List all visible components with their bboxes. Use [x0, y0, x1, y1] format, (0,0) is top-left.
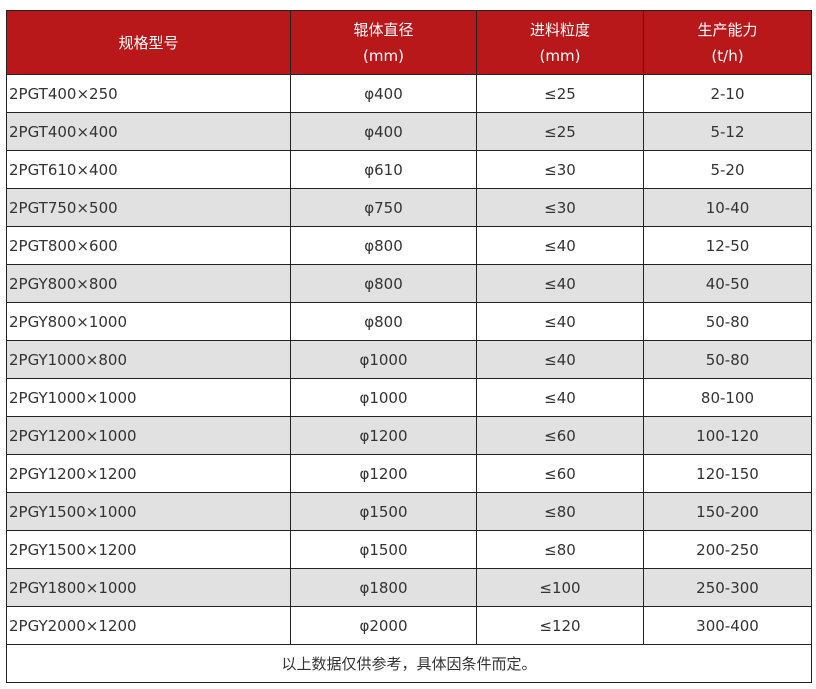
cell-model: 2PGT400×250: [6, 74, 291, 113]
cell-model: 2PGY800×1000: [6, 302, 291, 341]
header-feed-size: 进料粒度 (mm): [476, 10, 644, 75]
cell-capacity: 10-40: [643, 188, 812, 227]
cell-feed-size: ≤25: [476, 112, 644, 151]
table-row: 2PGY2000×1200 φ2000 ≤120 300-400: [6, 606, 812, 645]
cell-roller-diameter: φ2000: [290, 606, 477, 645]
cell-capacity: 200-250: [643, 530, 812, 569]
cell-roller-diameter: φ1200: [290, 416, 477, 455]
table-row: 2PGT610×400 φ610 ≤30 5-20: [6, 150, 812, 189]
table-row: 2PGT800×600 φ800 ≤40 12-50: [6, 226, 812, 265]
cell-feed-size: ≤40: [476, 302, 644, 341]
cell-feed-size: ≤40: [476, 264, 644, 303]
table-row: 2PGY1500×1000 φ1500 ≤80 150-200: [6, 492, 812, 531]
cell-feed-size: ≤30: [476, 150, 644, 189]
header-label: 进料粒度: [529, 20, 590, 39]
cell-capacity: 5-12: [643, 112, 812, 151]
header-model: 规格型号: [6, 10, 291, 75]
cell-capacity: 150-200: [643, 492, 812, 531]
table-row: 2PGY800×1000 φ800 ≤40 50-80: [6, 302, 812, 341]
table-row: 2PGY800×800 φ800 ≤40 40-50: [6, 264, 812, 303]
cell-capacity: 250-300: [643, 568, 812, 607]
cell-model: 2PGY2000×1200: [6, 606, 291, 645]
header-label: 规格型号: [118, 33, 179, 52]
cell-model: 2PGT750×500: [6, 188, 291, 227]
cell-model: 2PGY800×800: [6, 264, 291, 303]
cell-roller-diameter: φ1200: [290, 454, 477, 493]
cell-roller-diameter: φ400: [290, 112, 477, 151]
cell-feed-size: ≤60: [476, 416, 644, 455]
header-unit: (mm): [539, 46, 581, 65]
table-row: 2PGY1000×800 φ1000 ≤40 50-80: [6, 340, 812, 379]
table-row: 2PGY1500×1200 φ1500 ≤80 200-250: [6, 530, 812, 569]
cell-roller-diameter: φ400: [290, 74, 477, 113]
cell-capacity: 100-120: [643, 416, 812, 455]
specs-table: 规格型号 辊体直径 (mm) 进料粒度 (mm) 生产能力 (t/h) 2PGT400…: [6, 10, 812, 683]
cell-capacity: 5-20: [643, 150, 812, 189]
cell-roller-diameter: φ610: [290, 150, 477, 189]
cell-roller-diameter: φ1000: [290, 378, 477, 417]
cell-model: 2PGT400×400: [6, 112, 291, 151]
header-unit: (mm): [363, 46, 404, 65]
table-row: 2PGY1800×1000 φ1800 ≤100 250-300: [6, 568, 812, 607]
cell-model: 2PGY1000×800: [6, 340, 291, 379]
cell-capacity: 12-50: [643, 226, 812, 265]
cell-feed-size: ≤60: [476, 454, 644, 493]
cell-roller-diameter: φ800: [290, 264, 477, 303]
note-text: 以上数据仅供参考，具体因条件而定。: [6, 644, 812, 683]
cell-capacity: 2-10: [643, 74, 812, 113]
cell-feed-size: ≤80: [476, 492, 644, 531]
table-row: 2PGY1200×1000 φ1200 ≤60 100-120: [6, 416, 812, 455]
table-row: 2PGT400×250 φ400 ≤25 2-10: [6, 74, 812, 113]
cell-roller-diameter: φ1000: [290, 340, 477, 379]
table-row: 2PGT750×500 φ750 ≤30 10-40: [6, 188, 812, 227]
cell-roller-diameter: φ1800: [290, 568, 477, 607]
cell-capacity: 50-80: [643, 302, 812, 341]
cell-feed-size: ≤30: [476, 188, 644, 227]
cell-feed-size: ≤40: [476, 226, 644, 265]
cell-feed-size: ≤120: [476, 606, 644, 645]
cell-roller-diameter: φ750: [290, 188, 477, 227]
note-row: 以上数据仅供参考，具体因条件而定。: [6, 644, 812, 683]
cell-capacity: 300-400: [643, 606, 812, 645]
header-roller-diameter: 辊体直径 (mm): [290, 10, 477, 75]
header-label: 生产能力: [697, 20, 758, 39]
table-row: 2PGT400×400 φ400 ≤25 5-12: [6, 112, 812, 151]
cell-roller-diameter: φ800: [290, 226, 477, 265]
header-row: 规格型号 辊体直径 (mm) 进料粒度 (mm) 生产能力 (t/h): [6, 10, 812, 75]
cell-model: 2PGT610×400: [6, 150, 291, 189]
header-capacity: 生产能力 (t/h): [643, 10, 812, 75]
table-row: 2PGY1000×1000 φ1000 ≤40 80-100: [6, 378, 812, 417]
cell-feed-size: ≤40: [476, 340, 644, 379]
cell-feed-size: ≤25: [476, 74, 644, 113]
cell-model: 2PGY1500×1000: [6, 492, 291, 531]
cell-capacity: 80-100: [643, 378, 812, 417]
cell-capacity: 40-50: [643, 264, 812, 303]
cell-roller-diameter: φ800: [290, 302, 477, 341]
cell-model: 2PGY1200×1000: [6, 416, 291, 455]
cell-model: 2PGY1200×1200: [6, 454, 291, 493]
cell-model: 2PGY1500×1200: [6, 530, 291, 569]
cell-feed-size: ≤40: [476, 378, 644, 417]
cell-capacity: 50-80: [643, 340, 812, 379]
cell-roller-diameter: φ1500: [290, 492, 477, 531]
cell-model: 2PGY1000×1000: [6, 378, 291, 417]
cell-model: 2PGY1800×1000: [6, 568, 291, 607]
cell-roller-diameter: φ1500: [290, 530, 477, 569]
cell-model: 2PGT800×600: [6, 226, 291, 265]
header-unit: (t/h): [711, 46, 744, 65]
header-label: 辊体直径: [353, 20, 414, 39]
cell-feed-size: ≤80: [476, 530, 644, 569]
cell-feed-size: ≤100: [476, 568, 644, 607]
table-row: 2PGY1200×1200 φ1200 ≤60 120-150: [6, 454, 812, 493]
cell-capacity: 120-150: [643, 454, 812, 493]
